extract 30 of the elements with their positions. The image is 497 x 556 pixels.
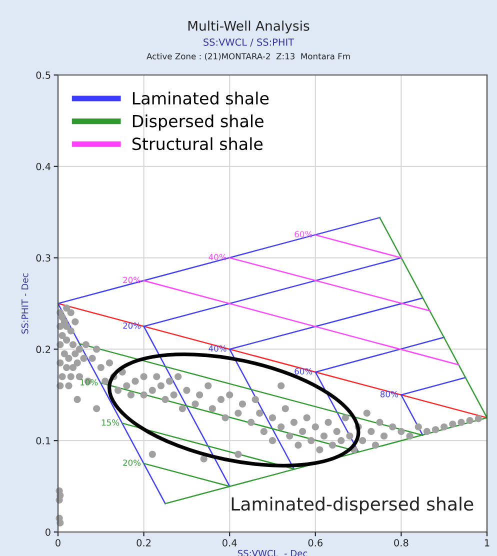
annotation: 60% xyxy=(294,231,312,238)
legend-label: Laminated shale xyxy=(132,92,269,105)
annotation: 20% xyxy=(123,460,141,466)
annotation: 15% xyxy=(102,419,120,426)
x-tick-label: 0.4 xyxy=(222,539,237,546)
x-tick-label: 0.8 xyxy=(394,539,408,546)
text: Active Zone : (21)MONTARA-2 Z:13 Montara Fm xyxy=(146,52,350,60)
x-tick-label: 0.6 xyxy=(308,539,323,546)
y-tick-label: 0.5 xyxy=(36,71,50,79)
annotation: 60% xyxy=(294,368,312,374)
legend-label: Dispersed shale xyxy=(132,114,264,131)
y-tick-label: 0 xyxy=(46,528,50,536)
x-tick-label: 0 xyxy=(56,539,60,546)
y-tick-label: 0.2 xyxy=(36,346,50,354)
annotation: 20% xyxy=(123,322,141,329)
x-tick-label: 0.2 xyxy=(136,539,151,546)
annotation: 20% xyxy=(123,276,141,284)
legend-label: Structural shale xyxy=(132,137,263,150)
x-tick-label: 1 xyxy=(484,539,490,546)
y-tick-label: 0.4 xyxy=(36,162,51,170)
y-tick-label: 0.1 xyxy=(36,437,50,444)
chart-title: Multi-Well Analysis xyxy=(188,20,310,34)
chart-subtitle: SS:VWCL / SS:PHIT xyxy=(204,38,294,47)
annotation: 40% xyxy=(208,254,226,260)
y-axis-title: SS:PHIT - Dec xyxy=(21,273,28,334)
annotation: 10% xyxy=(80,379,98,386)
y-tick-label: 0.3 xyxy=(36,254,50,262)
annotation: 40% xyxy=(208,345,226,352)
annotation: Laminated-dispersed shale xyxy=(232,496,474,514)
annotation: 80% xyxy=(380,391,398,398)
